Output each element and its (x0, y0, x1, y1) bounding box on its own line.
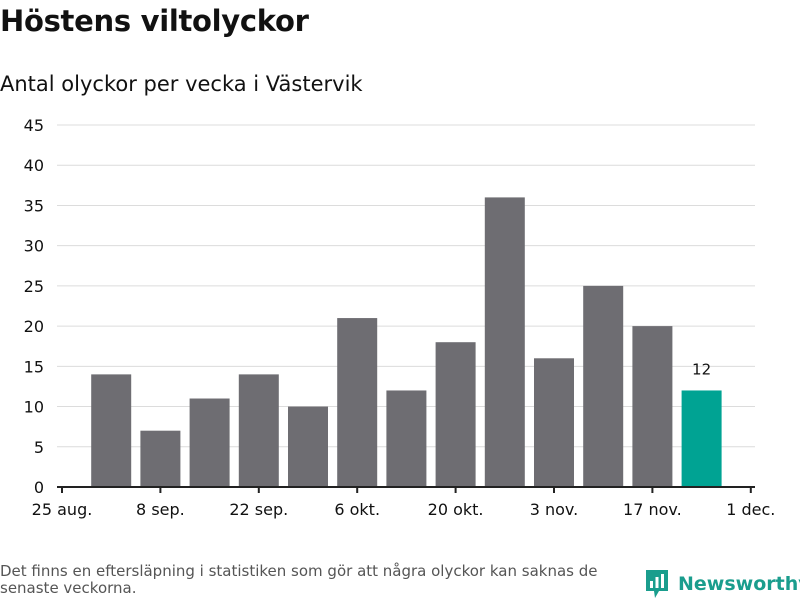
x-tick-label: 22 sep. (229, 500, 288, 519)
x-axis: 25 aug. 8 sep. 22 sep. 6 okt. 20 okt. 3 nov. 1… (32, 486, 775, 519)
brand-name: Newsworthy (678, 573, 800, 595)
grid-lines (57, 124, 755, 448)
y-tick-label: 45 (24, 116, 44, 135)
y-tick-label: 5 (34, 438, 44, 457)
bar-17-nov- (632, 326, 673, 487)
y-axis-ticks: 0 5 10 15 20 25 30 35 40 45 (24, 116, 44, 497)
x-tick-label: 17 nov. (623, 500, 682, 519)
chart-title: Höstens viltolyckor (0, 4, 309, 38)
y-tick-label: 35 (24, 196, 44, 215)
bar-10-nov- (583, 285, 624, 487)
x-tick-label: 6 okt. (334, 500, 380, 519)
bar-27-okt- (484, 197, 525, 487)
data-label: 12 (692, 360, 711, 378)
chart-subtitle: Antal olyckor per vecka i Västervik (0, 72, 363, 96)
bar-29-sep- (288, 406, 328, 487)
x-tick-label: 3 nov. (530, 500, 579, 519)
y-tick-label: 0 (34, 478, 44, 497)
footnote: Det finns en eftersläpning i statistiken… (0, 562, 598, 597)
bar-22-sep- (238, 374, 279, 487)
bar-20-okt- (435, 342, 476, 487)
bar-chart: 0 5 10 15 20 25 30 35 40 45 12 25 aug. 8 sep. 22 se… (24, 116, 776, 519)
x-tick-label: 20 okt. (428, 500, 484, 519)
bars (91, 197, 722, 487)
data-labels: 12 (692, 360, 711, 378)
bar-3-nov- (534, 358, 574, 487)
bar-8-sep- (140, 430, 181, 487)
bar-24-nov- (681, 390, 722, 487)
y-tick-label: 20 (24, 317, 44, 336)
bar-13-okt- (386, 390, 427, 487)
newsworthy-logo-icon (646, 570, 668, 598)
bar-6-okt- (337, 318, 378, 487)
bar-1-sep- (91, 374, 132, 487)
x-tick-label: 8 sep. (136, 500, 185, 519)
y-tick-label: 10 (24, 398, 44, 417)
y-tick-label: 15 (24, 357, 44, 376)
x-tick-label: 1 dec. (726, 500, 775, 519)
y-tick-label: 30 (24, 237, 44, 256)
bar-15-sep- (189, 398, 230, 487)
y-tick-label: 25 (24, 277, 44, 296)
x-tick-label: 25 aug. (32, 500, 93, 519)
brand-logo: Newsworthy (644, 568, 800, 600)
y-tick-label: 40 (24, 156, 44, 175)
